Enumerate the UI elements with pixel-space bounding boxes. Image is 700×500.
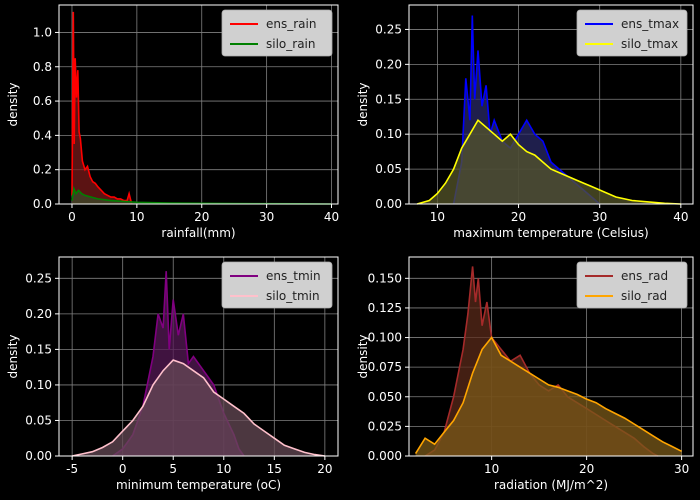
y-tick-label: 1.0 xyxy=(33,25,52,39)
y-tick-label: 0.25 xyxy=(375,22,402,36)
y-tick-label: 0.050 xyxy=(368,390,402,404)
x-tick-label: 30 xyxy=(592,210,607,224)
y-tick-label: 0.10 xyxy=(375,127,402,141)
min-temperature-density-chart: -5 0 5 10 15 20 0.00 0.05 0.10 0.15 0.20 0.25 minimu… xyxy=(6,256,339,492)
series-line-ens_rain xyxy=(71,11,133,205)
y-tick-label: 0.20 xyxy=(375,57,402,71)
legend: ens_tmax silo_tmax xyxy=(576,9,688,57)
x-tick-label: 40 xyxy=(324,210,339,224)
y-tick-label: 0.8 xyxy=(33,60,52,74)
legend-label-silo_rad: silo_rad xyxy=(621,289,667,303)
legend: ens_rain silo_rain xyxy=(221,9,333,57)
x-tick-label: 5 xyxy=(169,462,177,476)
y-tick-label: 0.0 xyxy=(33,197,52,211)
series-line-silo_tmax xyxy=(416,118,681,205)
x-tick-label: 0 xyxy=(68,210,76,224)
x-axis-label: rainfall(mm) xyxy=(161,226,235,240)
axes-frame xyxy=(58,4,339,205)
axes-frame xyxy=(58,256,339,457)
series-area-silo_tmax xyxy=(417,120,681,204)
legend-label-ens_tmin: ens_tmin xyxy=(266,269,321,283)
rainfall-density-chart: 0 10 20 30 40 0.0 0.2 0.4 0.6 0.8 1.0 rainfall(mm) d… xyxy=(6,4,339,240)
axes-frame xyxy=(408,4,694,205)
y-tick-label: 0.10 xyxy=(25,378,52,392)
x-axis-label: radiation (MJ/m^2) xyxy=(494,478,608,492)
legend-label-silo_tmax: silo_tmax xyxy=(621,37,678,51)
y-tick-label: 0.15 xyxy=(375,92,402,106)
series-area-silo_tmin xyxy=(72,360,325,456)
y-tick-label: 0.075 xyxy=(368,360,402,374)
series-line-silo_rad xyxy=(414,336,682,455)
legend-label-silo_rain: silo_rain xyxy=(266,37,316,51)
legend: ens_tmin silo_tmin xyxy=(221,261,333,309)
y-axis-label: density xyxy=(6,83,20,127)
y-tick-label: 0.2 xyxy=(33,163,52,177)
x-tick-label: 10 xyxy=(484,462,499,476)
y-tick-label: 0.05 xyxy=(25,413,52,427)
y-tick-label: 0.4 xyxy=(33,128,52,142)
x-tick-label: 20 xyxy=(194,210,209,224)
x-tick-label: 15 xyxy=(267,462,282,476)
series-area-silo_rad xyxy=(415,337,682,456)
x-tick-label: 20 xyxy=(579,462,594,476)
y-tick-label: 0.125 xyxy=(368,301,402,315)
y-tick-label: 0.20 xyxy=(25,307,52,321)
series-area-silo_rain xyxy=(72,188,332,204)
legend: ens_rad silo_rad xyxy=(576,261,688,309)
y-tick-label: 0.00 xyxy=(25,449,52,463)
x-tick-label: 20 xyxy=(317,462,332,476)
y-axis-label: density xyxy=(356,83,370,127)
max-temperature-density-chart: 10 20 30 40 0.00 0.05 0.10 0.15 0.20 0.25 maximum … xyxy=(356,4,694,240)
y-tick-label: 0.00 xyxy=(375,197,402,211)
series-line-silo_tmin xyxy=(71,359,326,457)
x-tick-label: 10 xyxy=(129,210,144,224)
y-axis-label: density xyxy=(356,335,370,379)
legend-label-ens_rad: ens_rad xyxy=(621,269,668,283)
axes-frame xyxy=(408,256,694,457)
legend-label-silo_tmin: silo_tmin xyxy=(266,289,320,303)
legend-label-ens_tmax: ens_tmax xyxy=(621,17,679,31)
series-area-ens_rain xyxy=(72,11,132,205)
x-tick-label: -5 xyxy=(66,462,78,476)
x-tick-label: 20 xyxy=(511,210,526,224)
y-axis-label: density xyxy=(6,335,20,379)
radiation-density-chart: 10 20 30 0.000 0.025 0.050 0.075 0.100 0.125 0.15… xyxy=(356,256,694,492)
y-tick-label: 0.6 xyxy=(33,94,52,108)
x-tick-label: 30 xyxy=(674,462,689,476)
x-tick-label: 30 xyxy=(259,210,274,224)
y-tick-label: 0.025 xyxy=(368,419,402,433)
y-tick-label: 0.000 xyxy=(368,449,402,463)
y-tick-label: 0.100 xyxy=(368,331,402,345)
legend-label-ens_rain: ens_rain xyxy=(266,17,316,31)
y-tick-label: 0.150 xyxy=(368,271,402,285)
x-axis-label: minimum temperature (oC) xyxy=(116,478,281,492)
x-tick-label: 10 xyxy=(430,210,445,224)
x-tick-label: 0 xyxy=(119,462,127,476)
x-axis-label: maximum temperature (Celsius) xyxy=(453,226,648,240)
y-tick-label: 0.15 xyxy=(25,342,52,356)
x-tick-label: 40 xyxy=(673,210,688,224)
x-tick-label: 10 xyxy=(216,462,231,476)
y-tick-label: 0.25 xyxy=(25,271,52,285)
y-tick-label: 0.05 xyxy=(375,162,402,176)
